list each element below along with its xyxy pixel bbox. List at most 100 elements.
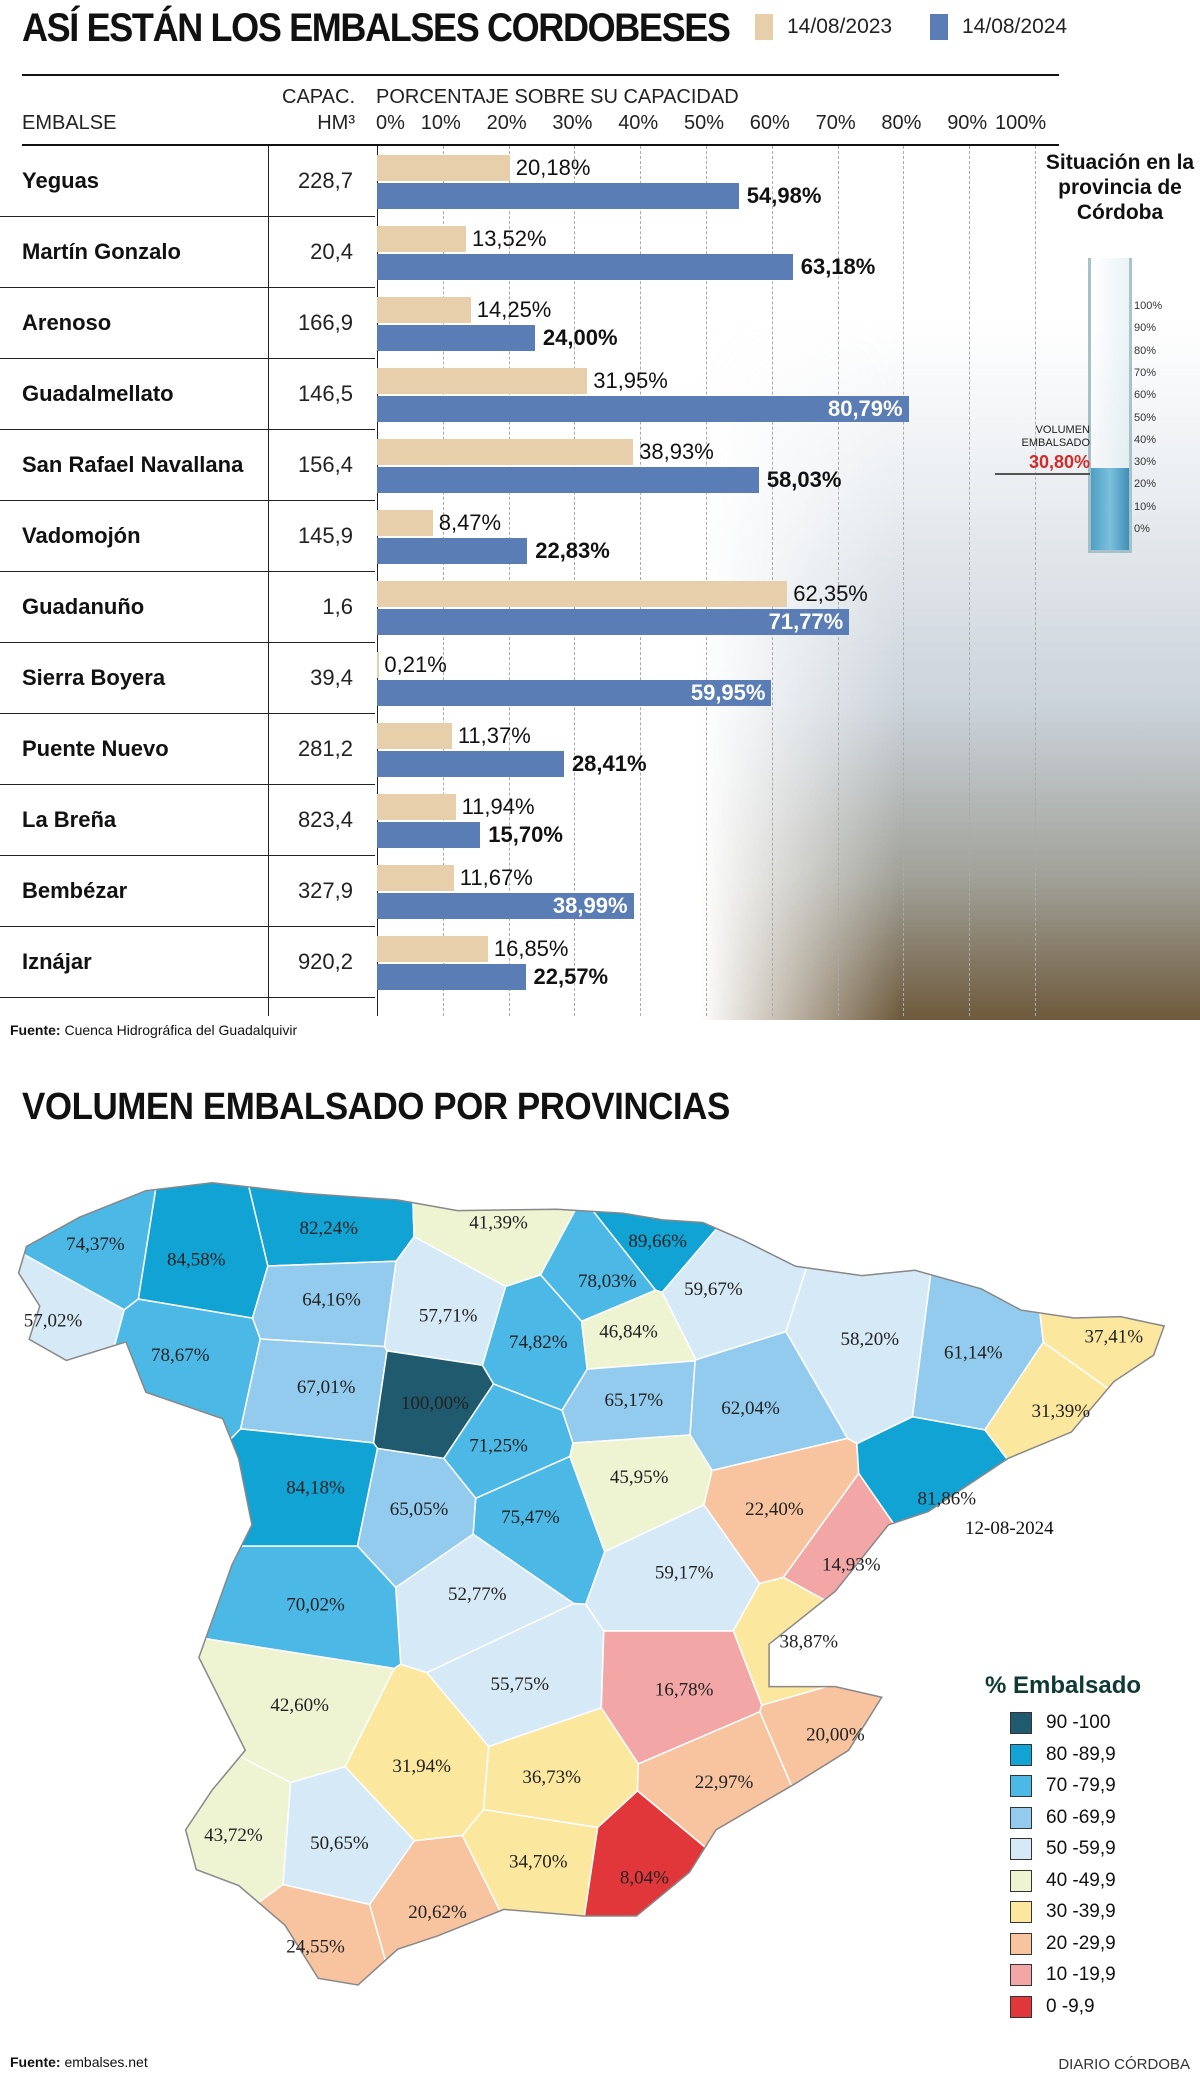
value-label-2024: 38,99%: [552, 893, 628, 918]
legend-label: 70 -79,9: [1046, 1775, 1116, 1796]
province-value-label: 75,47%: [501, 1507, 560, 1528]
legend-label: 60 -69,9: [1046, 1806, 1116, 1828]
value-label-2023: 20,18%: [515, 155, 591, 180]
bar-2023: [377, 439, 634, 465]
legend-item: 0 -9,9: [1010, 1995, 1095, 2018]
x-tick-label: 10%: [420, 112, 461, 134]
bar-2023: [377, 510, 433, 536]
province-value-label: 59,17%: [655, 1563, 714, 1584]
cylinder-tick-label: 60%: [1134, 389, 1157, 402]
province-value-label: 84,58%: [167, 1250, 226, 1271]
province-value-label: 61,14%: [944, 1342, 1003, 1363]
province-region: [137, 1182, 269, 1319]
province-value-label: 78,03%: [578, 1271, 637, 1292]
province-region: [110, 1883, 401, 1985]
cylinder-tick-label: 100%: [1134, 300, 1163, 312]
province-region: [856, 1415, 1165, 1764]
bar-2024: [377, 751, 564, 777]
x-tick-label: 50%: [684, 112, 725, 134]
legend-swatch: [1010, 1869, 1032, 1892]
legend-label: 50 -59,9: [1046, 1838, 1116, 1859]
value-label-2023: 62,35%: [793, 581, 868, 606]
table-row: Martín Gonzalo 20,4: [0, 217, 375, 288]
reservoir-capacity: 146,5: [297, 381, 353, 406]
province-value-label: 38,87%: [780, 1632, 839, 1653]
legend-label: 30 -39,9: [1046, 1901, 1116, 1922]
cylinder-tick-label: 0%: [1134, 523, 1150, 535]
table-row: San Rafael Navallana 156,4: [0, 430, 375, 501]
value-label-2024: 24,00%: [542, 325, 618, 350]
reservoir-capacity: 281,2: [297, 736, 353, 761]
reservoir-capacity: 327,9: [297, 878, 353, 903]
province-value-label: 22,97%: [695, 1772, 754, 1793]
legend-swatch-2023: [755, 14, 773, 40]
legend-2023: 14/08/2023: [755, 14, 892, 40]
legend-label: 10 -19,9: [1046, 1964, 1116, 1985]
brand-name: DIARIO CÓRDOBA: [1058, 2056, 1190, 2073]
value-label-2023: 8,47%: [438, 510, 502, 535]
bar-2024: [377, 467, 759, 493]
reservoir-capacity: 156,4: [297, 452, 353, 477]
province-value-label: 14,93%: [822, 1555, 881, 1576]
page-title: ASÍ ESTÁN LOS EMBALSES CORDOBESES: [22, 6, 731, 50]
province-value-label: 20,62%: [408, 1902, 467, 1923]
province-value-label: 41,39%: [469, 1213, 528, 1234]
cylinder-tick-label: 50%: [1134, 411, 1157, 424]
province-value-label: 24,55%: [286, 1937, 345, 1958]
x-tick-label: 40%: [618, 112, 659, 134]
province-value-label: 42,60%: [270, 1695, 329, 1716]
reservoir-name: Sierra Boyera: [22, 665, 166, 690]
province-value-label: 20,00%: [806, 1724, 865, 1745]
table-row: Arenoso 166,9: [0, 288, 375, 359]
province-value-label: 52,77%: [448, 1584, 507, 1605]
province-value-label: 81,86%: [917, 1488, 976, 1509]
value-label-2024: 22,83%: [535, 538, 610, 563]
reservoir-name: Puente Nuevo: [22, 736, 169, 761]
grid-line: [837, 146, 839, 1016]
province-region: [18, 1239, 126, 1628]
cylinder-fill: [1091, 468, 1129, 550]
x-tick-label: 30%: [552, 112, 593, 134]
grid-line: [1035, 146, 1036, 1016]
value-label-2023: 11,37%: [457, 723, 531, 748]
province-value-label: 74,37%: [66, 1234, 125, 1255]
bar-2023: [377, 155, 510, 181]
bar-2023: [377, 652, 379, 678]
value-label-2024: 63,18%: [800, 254, 876, 279]
province-value-label: 8,04%: [620, 1868, 669, 1889]
cylinder-tick-label: 30%: [1134, 456, 1157, 469]
cylinder-tick-label: 10%: [1134, 500, 1157, 513]
value-label-2024: 58,03%: [766, 467, 842, 492]
legend-swatch: [1010, 1995, 1032, 2018]
source-text: embalses.net: [64, 2054, 148, 2070]
legend-item: 60 -69,9: [1010, 1806, 1116, 1829]
x-tick-label: 70%: [815, 112, 856, 134]
legend-swatch-2024: [930, 14, 948, 40]
x-tick-label: 60%: [749, 112, 790, 134]
legend-item: 90 -100: [1010, 1712, 1110, 1734]
bar-2024: [377, 396, 909, 422]
reservoir-capacity: 166,9: [297, 310, 353, 335]
legend-swatch: [1010, 1712, 1032, 1734]
value-label-2024: 15,70%: [488, 822, 563, 847]
table-row: Sierra Boyera 39,4: [0, 643, 375, 714]
value-label-2024: 22,57%: [533, 964, 609, 989]
cylinder-tick-label: 20%: [1134, 478, 1157, 491]
grid-line: [903, 146, 905, 1016]
province-value-label: 71,25%: [469, 1435, 528, 1456]
bar-2023: [377, 368, 588, 394]
legend-swatch: [1010, 1932, 1032, 1955]
province-value-label: 50,65%: [310, 1833, 369, 1854]
legend-item: 10 -19,9: [1010, 1964, 1116, 1986]
value-label-2023: 14,25%: [476, 297, 552, 322]
province-value-label: 45,95%: [610, 1467, 669, 1488]
province-value-label: 46,84%: [599, 1321, 658, 1342]
divider: [22, 74, 1059, 76]
column-divider: [268, 146, 269, 1016]
value-label-2023: 11,67%: [459, 865, 533, 890]
legend-item: 80 -89,9: [1010, 1743, 1116, 1766]
table-row: Iznájar 920,2: [0, 927, 375, 998]
bar-2023: [377, 865, 454, 891]
province-value-label: 34,70%: [509, 1852, 568, 1873]
source-label: Fuente:: [10, 2054, 61, 2070]
